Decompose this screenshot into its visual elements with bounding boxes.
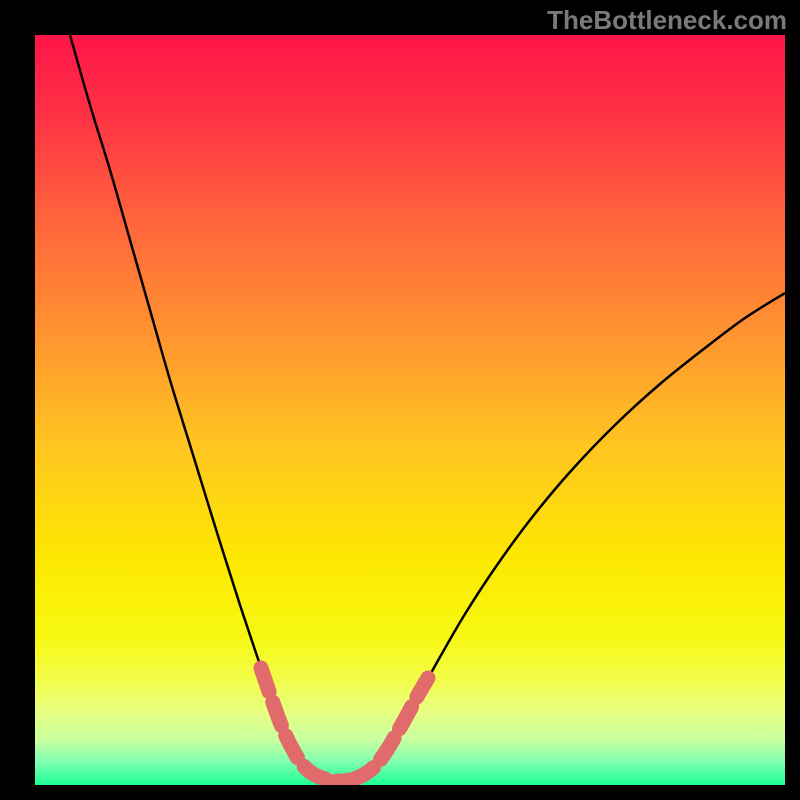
watermark-label: TheBottleneck.com: [547, 5, 787, 36]
plot-background: [35, 35, 785, 785]
chart-container: TheBottleneck.com: [0, 0, 800, 800]
chart-svg: [0, 0, 800, 800]
